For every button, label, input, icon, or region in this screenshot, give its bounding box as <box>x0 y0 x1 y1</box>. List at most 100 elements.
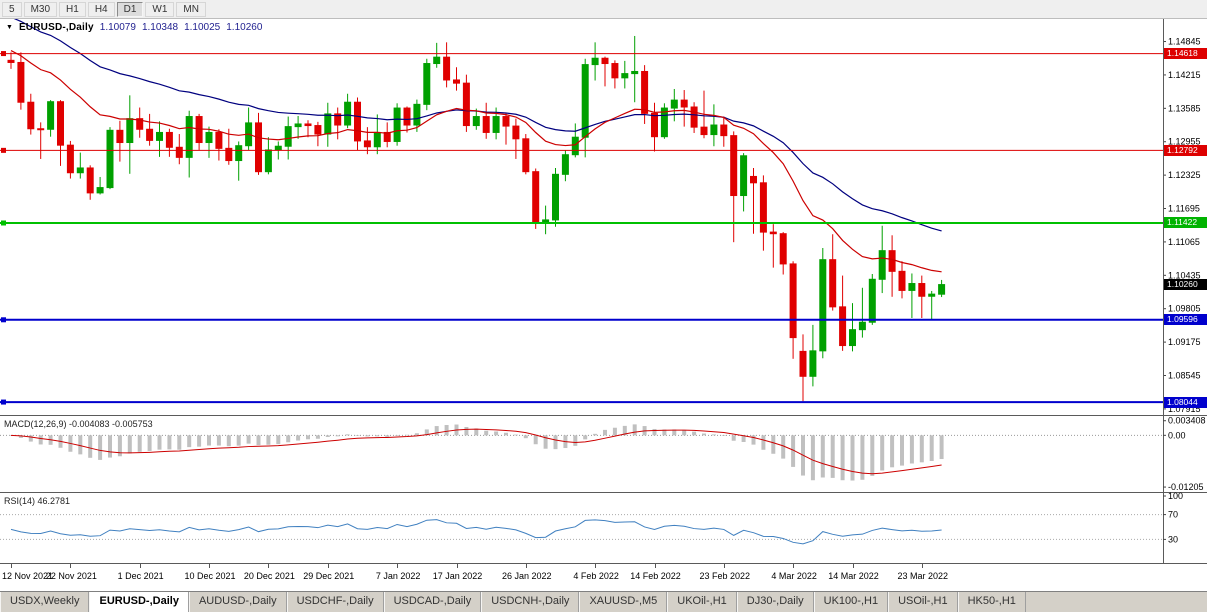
svg-text:1.08545: 1.08545 <box>1168 371 1201 381</box>
tab-eurusd-daily[interactable]: EURUSD-,Daily <box>89 592 189 612</box>
price-badge-1.10260: 1.10260 <box>1164 279 1207 291</box>
hline-handle[interactable] <box>1 147 6 153</box>
date-label: 10 Dec 2021 <box>184 571 236 581</box>
svg-text:1.10435: 1.10435 <box>1168 270 1201 280</box>
chart-dropdown-icon[interactable]: ▼ <box>6 23 13 31</box>
tab-audusd-daily[interactable]: AUDUSD-,Daily <box>188 592 287 612</box>
date-label: 20 Dec 2021 <box>243 571 295 581</box>
macd-histogram <box>9 424 944 481</box>
timeframe-button-mn[interactable]: MN <box>176 1 206 17</box>
price-axis-tick-labels: 1.14845 1.14215 1.13585 1.12955 1.12325 1.116… <box>1163 37 1201 414</box>
timeframe-button-h4[interactable]: H4 <box>87 1 115 17</box>
date-tick <box>397 564 399 568</box>
price-badge-1.11422: 1.11422 <box>1164 217 1207 229</box>
date-label: 23 Feb 2022 <box>699 571 751 581</box>
tab-uk100-h1[interactable]: UK100-,H1 <box>813 592 889 612</box>
svg-text:1.11695: 1.11695 <box>1168 204 1200 214</box>
chart-background <box>0 19 1207 564</box>
ohlc-open-value: 1.10079 <box>99 22 136 33</box>
tab-usdx-weekly[interactable]: USDX,Weekly <box>0 592 90 612</box>
date-tick <box>723 564 725 568</box>
date-label: 26 Jan 2022 <box>502 571 552 581</box>
ohlc-low-value: 1.10025 <box>184 22 221 33</box>
price-badge-1.12792: 1.12792 <box>1164 144 1207 156</box>
date-label: 23 Mar 2022 <box>897 571 949 581</box>
hline-handle[interactable] <box>1 51 6 57</box>
tab-ukoil-h1[interactable]: UKOil-,H1 <box>667 592 737 612</box>
rsi-axis-label: 30 <box>1168 534 1178 544</box>
svg-text:1.12955: 1.12955 <box>1168 137 1201 147</box>
chart-canvas[interactable]: 1.14845 1.14215 1.13585 1.12955 1.12325 1.116… <box>0 16 1207 564</box>
svg-text:1.11065: 1.11065 <box>1168 237 1200 247</box>
date-tick <box>327 564 329 568</box>
macd-signal-line <box>10 428 942 475</box>
svg-text:1.09805: 1.09805 <box>1168 304 1201 314</box>
tab-xauusd-m5[interactable]: XAUUSD-,M5 <box>579 592 668 612</box>
timeframe-toolbar: 5 M30 H1 H4 D1 W1 MN <box>0 0 1207 19</box>
date-tick <box>209 564 210 568</box>
price-badge-1.08044: 1.08044 <box>1164 396 1207 408</box>
date-label: 17 Jan 2022 <box>432 571 483 581</box>
macd-axis-label: -0.01205 <box>1168 482 1204 492</box>
hline-handle[interactable] <box>1 399 6 405</box>
date-label: 14 Feb 2022 <box>630 571 681 581</box>
timeframe-button-5[interactable]: 5 <box>2 1 22 17</box>
date-label: 1 Dec 2021 <box>117 571 164 581</box>
tab-usdcnh-daily[interactable]: USDCNH-,Daily <box>481 592 580 612</box>
timeframe-button-w1[interactable]: W1 <box>145 1 175 17</box>
date-tick <box>70 564 72 568</box>
date-tick <box>852 564 854 568</box>
date-axis[interactable]: 12 Nov 2021 22 Nov 2021 1 Dec 2021 10 Dec 2… <box>0 564 1207 591</box>
date-label: 14 Mar 2022 <box>828 571 879 581</box>
tab-usdchf-daily[interactable]: USDCHF-,Daily <box>286 592 384 612</box>
ohlc-high-value: 1.10348 <box>141 22 179 33</box>
date-label: 29 Dec 2021 <box>303 571 355 581</box>
rsi-indicator-label: RSI(14) 46.2781 <box>4 496 71 506</box>
hline-handle[interactable] <box>1 317 6 323</box>
macd-indicator-label: MACD(12,26,9) -0.004083 -0.005753 <box>4 419 153 429</box>
date-label: 4 Mar 2022 <box>771 571 817 581</box>
date-tick <box>525 564 527 568</box>
chart-header: ▼ EURUSD-,Daily 1.10079 1.10348 1.10025 … <box>6 22 262 33</box>
hline-handle[interactable] <box>1 220 6 226</box>
macd-axis-label: 0.003408 <box>1168 416 1206 426</box>
date-tick <box>595 564 597 568</box>
rsi-axis-label: 70 <box>1168 510 1178 520</box>
svg-text:1.09175: 1.09175 <box>1168 337 1201 347</box>
date-tick <box>654 564 656 568</box>
macd-axis-label: 0.00 <box>1168 430 1186 440</box>
svg-text:1.14845: 1.14845 <box>1168 37 1201 47</box>
ohlc-close-value: 1.10260 <box>226 22 263 33</box>
timeframe-button-d1[interactable]: D1 <box>116 1 144 17</box>
chart-symbol-label: EURUSD-,Daily <box>18 22 94 33</box>
chart-area[interactable]: 1.14845 1.14215 1.13585 1.12955 1.12325 1.116… <box>0 16 1207 564</box>
svg-text:1.07915: 1.07915 <box>1168 404 1201 414</box>
price-badge-1.14618: 1.14618 <box>1164 48 1207 60</box>
date-tick <box>268 564 270 568</box>
ma-fast-line <box>10 50 942 273</box>
rsi-line <box>10 519 942 545</box>
date-label: 12 Nov 2021 <box>2 571 54 581</box>
tab-dj30-daily[interactable]: DJ30-,Daily <box>736 592 814 612</box>
date-label: 7 Jan 2022 <box>375 571 421 581</box>
svg-text:1.12325: 1.12325 <box>1168 170 1201 180</box>
timeframe-button-h1[interactable]: H1 <box>59 1 86 17</box>
date-label: 4 Feb 2022 <box>573 571 619 581</box>
date-tick <box>921 564 923 568</box>
timeframe-button-m30[interactable]: M30 <box>23 1 58 17</box>
date-tick <box>11 564 12 568</box>
svg-text:1.14215: 1.14215 <box>1168 70 1201 80</box>
svg-text:1.13585: 1.13585 <box>1168 103 1201 113</box>
date-tick <box>456 564 458 568</box>
tab-usdcad-daily[interactable]: USDCAD-,Daily <box>383 592 482 612</box>
date-tick <box>793 564 795 568</box>
date-label: 22 Nov 2021 <box>45 571 97 581</box>
price-badge-1.09596: 1.09596 <box>1164 314 1207 326</box>
rsi-axis-label: 100 <box>1168 491 1183 501</box>
chart-tab-bar: USDX,Weekly EURUSD-,Daily AUDUSD-,Daily USD… <box>0 591 1207 612</box>
horizontal-lines-layer[interactable] <box>0 51 1163 405</box>
tab-hk50-h1[interactable]: HK50-,H1 <box>957 592 1026 612</box>
tab-usoil-h1[interactable]: USOil-,H1 <box>888 592 958 612</box>
date-tick <box>139 564 141 568</box>
